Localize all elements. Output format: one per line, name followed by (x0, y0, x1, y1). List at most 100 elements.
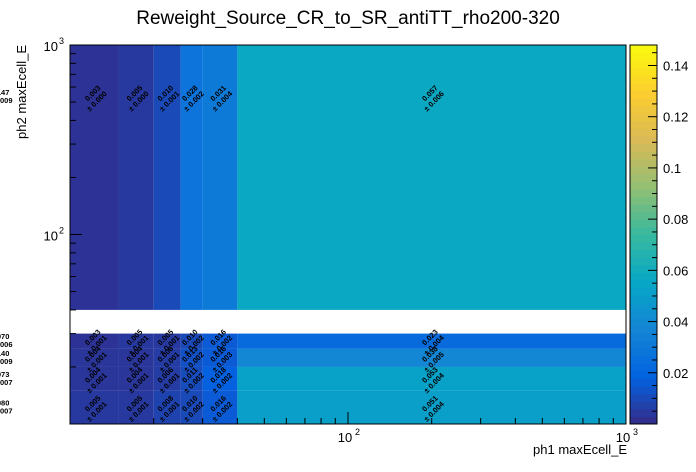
y-axis-title: ph2 maxEcell_E (14, 45, 29, 139)
cell-error-label: ± 0.007 (0, 378, 12, 387)
cell-error-label: ± 0.006 (0, 340, 12, 349)
palette-band (630, 75, 657, 84)
palette-tick-label: 0.14 (663, 58, 688, 73)
palette-band (630, 158, 657, 167)
heatmap-cell (118, 366, 154, 391)
palette-band (630, 166, 657, 175)
palette-band (630, 105, 657, 114)
cell-value-label: 0.080 (0, 398, 9, 407)
y-tick-label-exponent: 3 (59, 36, 64, 46)
palette-band (630, 264, 657, 273)
palette-band (630, 378, 657, 387)
x-axis-ticks: 10 2 10 3 (69, 412, 638, 445)
x-tick-label: 10 (616, 430, 630, 445)
palette-band (630, 60, 657, 69)
palette-band (630, 340, 657, 349)
palette-axis: 0.02 0.04 0.06 0.08 0.1 0.12 0.14 (648, 52, 688, 412)
heatmap-cell (118, 348, 154, 367)
heatmap-cell (202, 45, 238, 310)
palette-band (630, 242, 657, 251)
heatmap-cell (70, 390, 119, 424)
cell-value-label: 0.070 (0, 332, 9, 341)
heatmap-cell (237, 366, 626, 391)
palette-tick-label: 0.08 (663, 212, 688, 227)
heatmap-cell (153, 348, 181, 367)
chart-title: Reweight_Source_CR_to_SR_antiTT_rho200-3… (136, 8, 560, 29)
y-tick-label-exponent: 2 (59, 226, 64, 236)
heatmap-cell (180, 333, 203, 349)
cell-value-label: 0.073 (0, 370, 9, 379)
palette-band (630, 196, 657, 205)
palette-band (630, 317, 657, 326)
palette-band (630, 287, 657, 296)
palette-tick-label: 0.12 (663, 110, 688, 125)
palette-band (630, 279, 657, 289)
palette-band (630, 135, 657, 145)
palette-band (630, 234, 657, 243)
y-tick-label: 10 (44, 39, 58, 54)
palette-band (630, 249, 657, 258)
palette-band (630, 151, 657, 160)
palette-band (630, 173, 657, 182)
x-tick-label-exponent: 2 (355, 427, 360, 437)
heatmap-cell (180, 45, 203, 310)
y-tick-label: 10 (44, 229, 58, 244)
heatmap-cell (180, 366, 203, 391)
palette-tick-label: 0.02 (663, 366, 688, 381)
heatmap-cell (202, 348, 238, 367)
palette-band (630, 211, 657, 220)
palette-band (630, 302, 657, 311)
palette-band (630, 393, 657, 402)
palette-band (630, 128, 657, 137)
cell-value-label: 0.140 (0, 349, 9, 358)
heatmap-cell (70, 366, 119, 391)
palette-band (630, 370, 657, 380)
palette-band (630, 355, 657, 364)
heatmap-cell (118, 390, 154, 424)
palette-tick-label: 0.04 (663, 315, 688, 330)
palette-band (630, 181, 657, 190)
heatmap-cell (237, 348, 626, 367)
color-palette (629, 44, 658, 425)
palette-band (630, 325, 657, 334)
heatmap-cell (153, 333, 181, 349)
heatmap-cell (180, 348, 203, 367)
palette-band (630, 333, 657, 342)
heatmap-cell (202, 333, 238, 349)
palette-band (630, 45, 657, 54)
palette-band (630, 348, 657, 357)
cell-error-label: ± 0.009 (0, 357, 12, 366)
heatmap-cell (202, 390, 238, 424)
palette-band (630, 401, 657, 410)
palette-band (630, 416, 657, 425)
heatmap-cell (153, 45, 181, 310)
palette-band (630, 295, 657, 304)
palette-band (630, 67, 657, 76)
palette-band (630, 98, 657, 107)
heatmap-cell (70, 333, 119, 349)
heatmap-cell (202, 366, 238, 391)
palette-band (630, 82, 657, 91)
palette-band (630, 386, 657, 395)
heatmap-cell (180, 390, 203, 424)
palette-band (630, 120, 657, 129)
palette-band (630, 143, 657, 152)
heatmap-cells (70, 45, 626, 424)
heatmap-cell (237, 333, 626, 349)
heatmap-cell (70, 45, 119, 310)
cell-error-label: ± 0.009 (0, 96, 12, 105)
x-axis-title: ph1 maxEcell_E (533, 442, 627, 457)
palette-band (630, 113, 657, 122)
heatmap-cell (70, 348, 119, 367)
palette-band (630, 363, 657, 372)
heatmap-cell (118, 333, 154, 349)
palette-band (630, 90, 657, 99)
palette-band (630, 310, 657, 319)
palette-band (630, 204, 657, 213)
heatmap-cell (237, 45, 626, 310)
heatmap-cell (153, 390, 181, 424)
palette-band (630, 219, 657, 228)
palette-tick-label: 0.1 (663, 161, 681, 176)
